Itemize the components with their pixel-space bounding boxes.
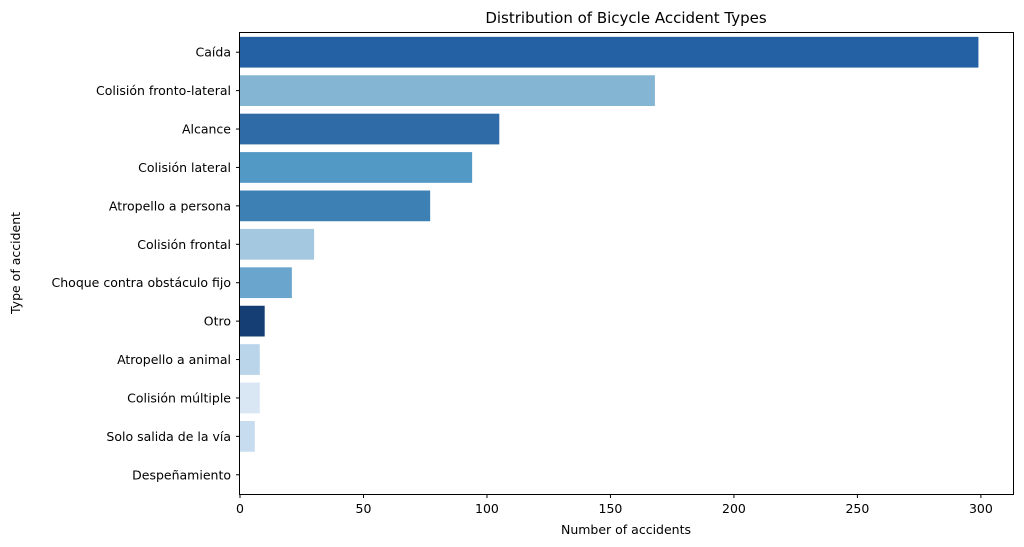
bar [240,152,473,183]
y-tick-label: Choque contra obstáculo fijo [52,275,231,290]
plot-frame [239,32,1014,495]
y-tick-labels: Caída Colisión fronto-lateral Alcance Colis… [52,45,240,482]
x-tick-label: 250 [845,501,869,516]
y-tick-label: Colisión fronto-lateral [96,83,231,98]
y-tick-label: Colisión lateral [138,160,231,175]
bars [240,36,979,452]
x-tick-label: 200 [722,501,746,516]
y-tick-label: Solo salida de la vía [106,429,231,444]
bar [240,344,260,375]
bar [240,305,265,337]
bar [240,421,255,452]
x-axis-title: Number of accidents [561,522,691,537]
y-tick-label: Colisión múltiple [127,390,231,405]
chart-title: Distribution of Bicycle Accident Types [485,9,767,27]
bar [240,36,979,68]
y-tick-label: Alcance [182,122,231,137]
y-tick-label: Otro [204,314,231,329]
bar [240,228,315,260]
bar [240,113,500,145]
bar [240,190,431,222]
x-tick-label: 150 [599,501,623,516]
bar [240,75,655,106]
y-axis-title: Type of accident [8,212,23,315]
x-tick-labels: 0 50 100 150 200 250 300 [236,494,993,516]
y-tick-label: Atropello a animal [117,352,231,367]
y-tick-label: Atropello a persona [109,198,231,213]
y-tick-label: Caída [196,45,231,60]
x-tick-label: 50 [356,501,372,516]
y-tick-label: Despeñamiento [132,467,231,482]
bar [240,382,260,414]
y-tick-label: Colisión frontal [137,237,231,252]
x-tick-label: 100 [475,501,499,516]
bar [240,267,292,299]
x-tick-label: 0 [236,501,244,516]
x-tick-label: 300 [969,501,993,516]
